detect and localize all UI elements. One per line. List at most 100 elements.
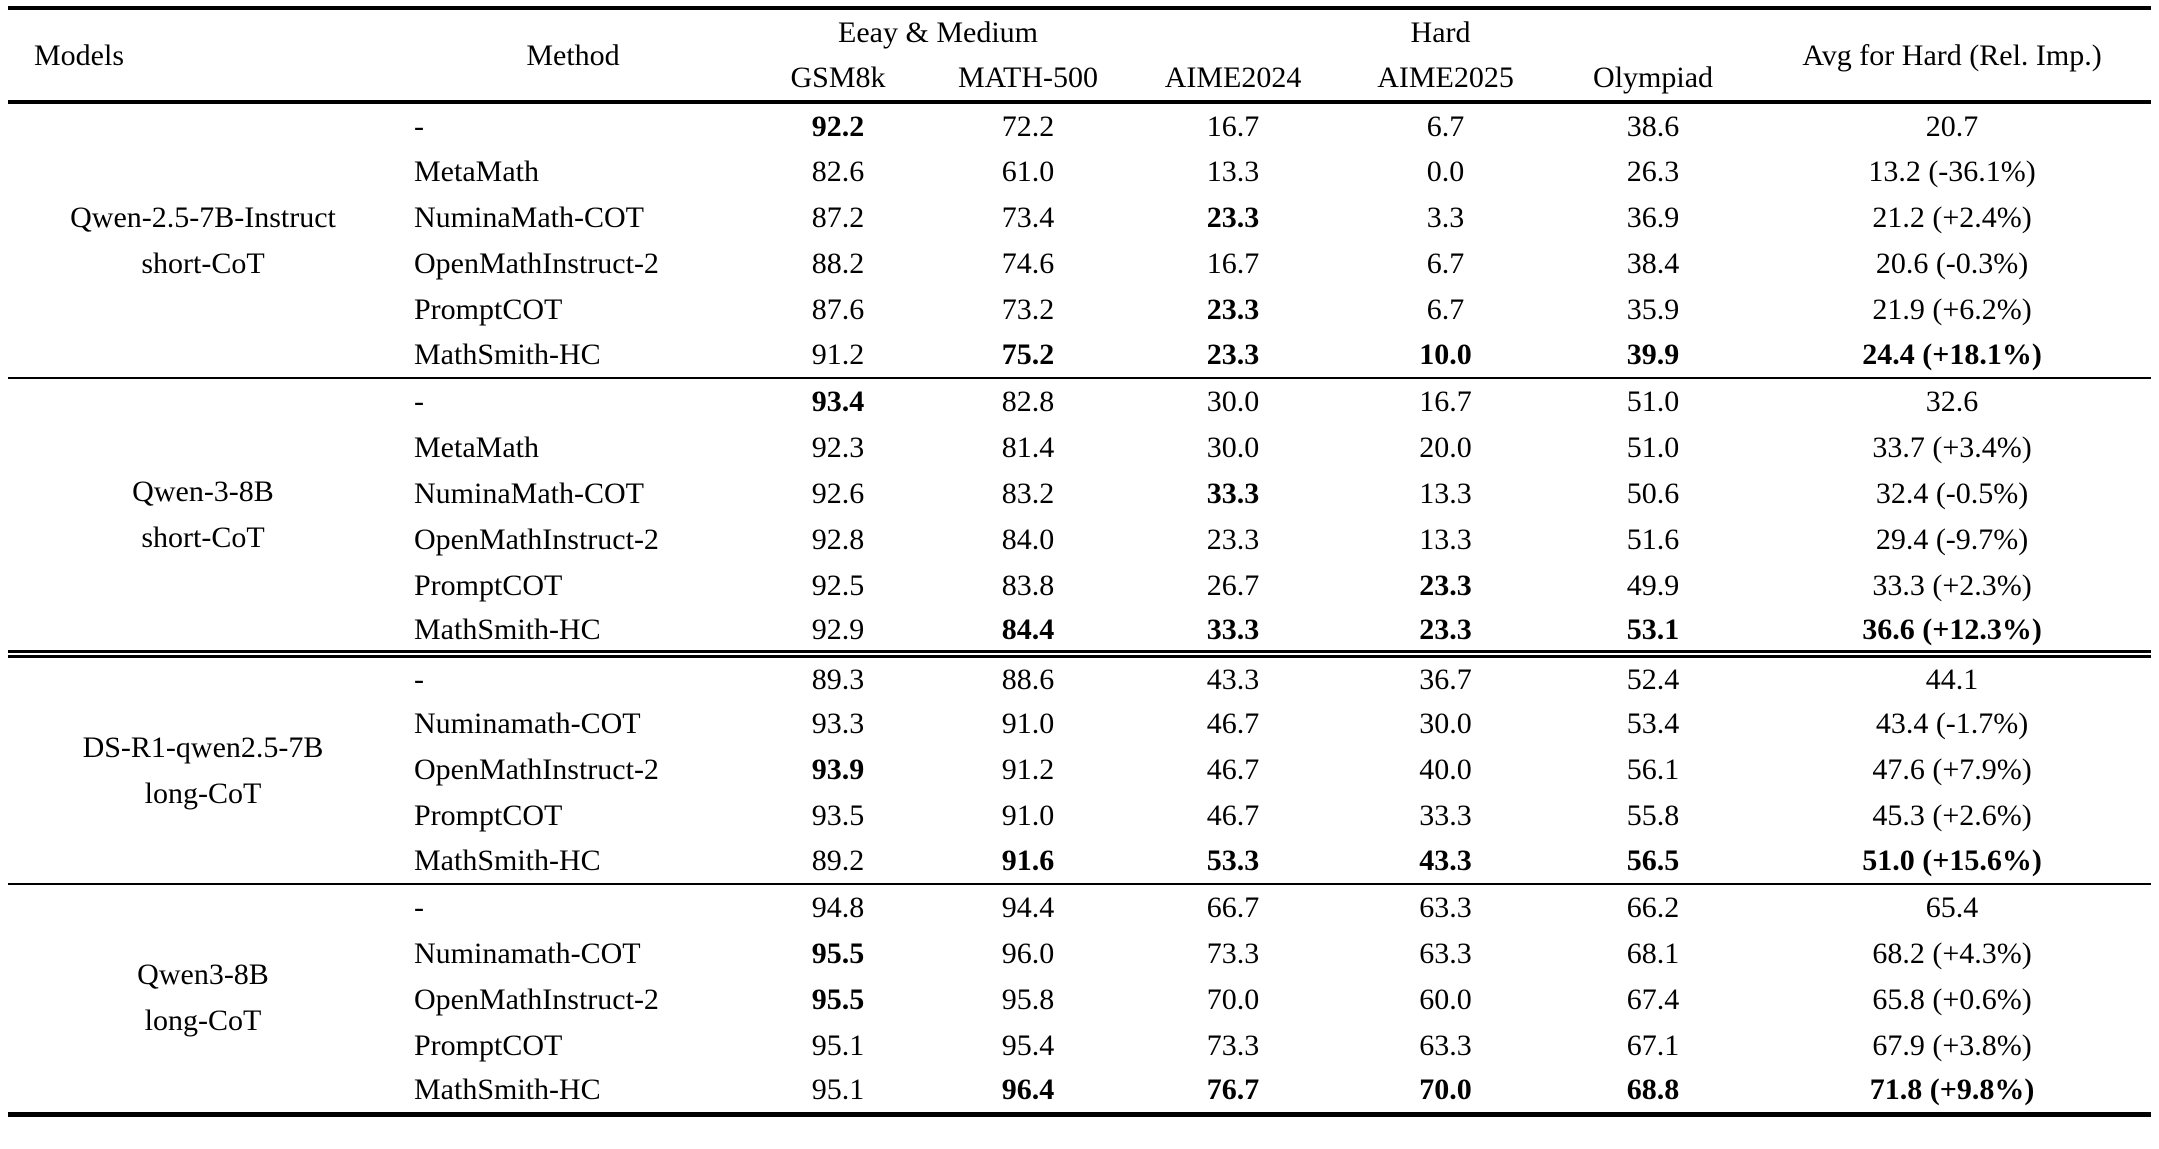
method-cell: PromptCOT	[414, 292, 563, 326]
score-cell: 33.7 (+3.4%)	[1872, 430, 2032, 464]
score-cell: 53.1	[1626, 612, 1680, 646]
score-cell: 63.3	[1419, 1028, 1472, 1062]
score-cell: 66.7	[1206, 891, 1260, 924]
method-cell: Numinamath-COT	[414, 706, 641, 740]
method-cell: OpenMathInstruct-2	[414, 752, 659, 786]
method-cell: NuminaMath-COT	[414, 200, 644, 234]
score-cell: 26.3	[1626, 154, 1680, 188]
model-cell: Qwen-2.5-7B-Instruct short-CoT	[8, 102, 398, 378]
score-cell: 51.0	[1626, 385, 1680, 418]
score-cell: 20.7	[1925, 109, 1979, 143]
score-cell: 88.6	[1001, 662, 1055, 696]
score-cell: 92.8	[811, 522, 865, 556]
method-cell: MathSmith-HC	[414, 1073, 601, 1107]
score-cell: 32.4 (-0.5%)	[1875, 476, 2029, 510]
score-cell: 95.8	[1001, 982, 1055, 1016]
method-cell: Numinamath-COT	[414, 936, 641, 970]
score-cell: 91.0	[1001, 706, 1055, 740]
model-line: Qwen3-8B	[137, 958, 269, 992]
score-cell: 61.0	[1001, 154, 1055, 188]
score-cell: 84.0	[1001, 522, 1055, 556]
score-cell: 55.8	[1626, 798, 1680, 832]
score-cell: 6.7	[1426, 109, 1465, 143]
score-cell: 82.8	[1001, 385, 1055, 418]
model-line: Qwen-3-8B	[132, 474, 274, 508]
method-cell: OpenMathInstruct-2	[414, 522, 659, 556]
header-models: Models	[34, 38, 124, 72]
score-cell: 35.9	[1626, 292, 1680, 326]
table-row: OpenMathInstruct-2 93.9 91.2 46.7 40.0 56.1 47…	[8, 746, 2151, 792]
model-group: DS-R1-qwen2.5-7B long-CoT - 89.3 88.6 43.3 36.…	[8, 654, 2152, 884]
table-row: OpenMathInstruct-2 88.2 74.6 16.7 6.7 38.4 20.…	[8, 240, 2151, 286]
table-row: NuminaMath-COT 87.2 73.4 23.3 3.3 36.9 21.2 (+…	[8, 194, 2151, 240]
score-cell: 20.6 (-0.3%)	[1875, 246, 2029, 280]
score-cell: 65.4	[1925, 891, 1979, 924]
score-cell: 51.0	[1626, 430, 1680, 464]
header-olympiad: Olympiad	[1593, 61, 1714, 94]
score-cell: 13.3	[1206, 154, 1260, 188]
score-cell: 6.7	[1426, 292, 1465, 326]
score-cell: 13.2 (-36.1%)	[1868, 154, 2036, 188]
score-cell: 46.7	[1206, 798, 1260, 832]
table-row: Qwen-3-8B short-CoT - 93.4 82.8 30.0 16.7 51.0 3…	[8, 378, 2151, 554]
table-row: PromptCOT 87.6 73.2 23.3 6.7 35.9 21.9 (+6.2%)	[8, 286, 2151, 332]
score-cell: 66.2	[1626, 891, 1680, 924]
score-cell: 73.4	[1001, 200, 1055, 234]
score-cell: 53.4	[1626, 706, 1680, 740]
header-gsm8k: GSM8k	[790, 61, 886, 94]
score-cell: 95.5	[811, 936, 865, 970]
header-math500: MATH-500	[958, 61, 1098, 94]
method-cell: OpenMathInstruct-2	[414, 246, 659, 280]
score-cell: 56.1	[1626, 752, 1680, 786]
score-cell: 67.9 (+3.8%)	[1872, 1028, 2032, 1062]
table-row: Qwen-2.5-7B-Instruct short-CoT - 92.2 72.2 16…	[8, 102, 2151, 280]
score-cell: 68.2 (+4.3%)	[1872, 936, 2032, 970]
score-cell: 53.3	[1206, 844, 1260, 877]
method-cell: NuminaMath-COT	[414, 476, 644, 510]
score-cell: 94.8	[811, 891, 865, 924]
score-cell: 24.4 (+18.1%)	[1862, 338, 2042, 371]
score-cell: 75.2	[1001, 338, 1055, 371]
score-cell: 36.7	[1419, 662, 1472, 696]
score-cell: 36.9	[1626, 200, 1680, 234]
table-row: MetaMath 82.6 61.0 13.3 0.0 26.3 13.2 (-36.1%)	[8, 148, 2151, 194]
score-cell: 95.5	[811, 982, 865, 1016]
score-cell: 70.0	[1419, 1073, 1472, 1107]
score-cell: 3.3	[1426, 200, 1465, 234]
score-cell: 83.8	[1001, 568, 1055, 602]
score-cell: 23.3	[1419, 612, 1472, 646]
score-cell: 72.2	[1001, 109, 1055, 143]
method-cell: PromptCOT	[414, 568, 563, 602]
score-cell: 91.6	[1001, 844, 1055, 877]
score-cell: 68.8	[1626, 1073, 1680, 1107]
score-cell: 95.1	[811, 1073, 865, 1107]
table-header: Models Method Eeay & Medium Hard Avg for…	[8, 8, 2152, 102]
score-cell: 89.3	[811, 662, 865, 696]
method-cell: MathSmith-HC	[414, 338, 601, 371]
score-cell: 91.0	[1001, 798, 1055, 832]
score-cell: 70.0	[1206, 982, 1260, 1016]
score-cell: 51.6	[1626, 522, 1680, 556]
method-cell: PromptCOT	[414, 1028, 563, 1062]
score-cell: 16.7	[1206, 109, 1260, 143]
score-cell: 60.0	[1419, 982, 1472, 1016]
score-cell: 13.3	[1419, 476, 1472, 510]
method-cell: OpenMathInstruct-2	[414, 982, 659, 1016]
score-cell: 44.1	[1925, 662, 1979, 696]
score-cell: 30.0	[1206, 430, 1260, 464]
score-cell: 10.0	[1419, 338, 1472, 371]
score-cell: 91.2	[1001, 752, 1055, 786]
table-row: MathSmith-HC 92.9 84.4 33.3 23.3 53.1 36.6 (+1…	[8, 608, 2151, 654]
header-method: Method	[526, 38, 620, 72]
score-cell: 95.1	[811, 1028, 865, 1062]
score-cell: 67.4	[1626, 982, 1680, 1016]
table-row: OpenMathInstruct-2 95.5 95.8 70.0 60.0 67.4 65…	[8, 976, 2151, 1022]
score-cell: 92.2	[811, 109, 865, 143]
method-cell: -	[414, 662, 424, 696]
table-row: PromptCOT 92.5 83.8 26.7 23.3 49.9 33.3 (+2.3%…	[8, 562, 2151, 608]
score-cell: 30.0	[1419, 706, 1472, 740]
score-cell: 63.3	[1419, 936, 1472, 970]
model-line: long-CoT	[144, 1004, 262, 1038]
table-row: PromptCOT 93.5 91.0 46.7 33.3 55.8 45.3 (+2.6%…	[8, 792, 2151, 838]
score-cell: 81.4	[1001, 430, 1055, 464]
